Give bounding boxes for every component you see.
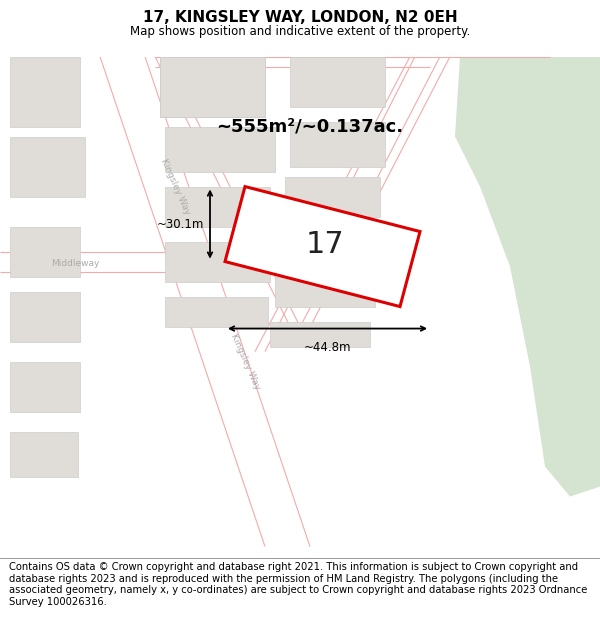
Polygon shape [100,56,310,546]
Text: ~555m²/~0.137ac.: ~555m²/~0.137ac. [217,118,404,136]
Text: Kingsley Way: Kingsley Way [158,158,191,216]
Bar [10,56,80,126]
Bar [165,241,270,281]
Text: 17: 17 [305,230,344,259]
Text: Contains OS data © Crown copyright and database right 2021. This information is : Contains OS data © Crown copyright and d… [9,562,587,607]
Text: ~30.1m: ~30.1m [157,217,204,231]
Bar [10,431,78,476]
Bar [10,291,80,341]
Bar [165,186,270,226]
Bar [160,56,265,116]
Bar [270,321,370,346]
Text: 17, KINGSLEY WAY, LONDON, N2 0EH: 17, KINGSLEY WAY, LONDON, N2 0EH [143,9,457,24]
Bar [165,296,268,326]
Bar [285,176,380,216]
Bar [275,276,375,306]
Polygon shape [0,251,195,271]
Polygon shape [225,186,420,306]
Bar [10,136,85,196]
Text: ~44.8m: ~44.8m [304,341,351,354]
Bar [280,231,378,266]
Bar [290,121,385,166]
Bar [10,361,80,411]
Bar [290,56,385,106]
Bar [160,56,265,116]
Text: Map shows position and indicative extent of the property.: Map shows position and indicative extent… [130,24,470,38]
Text: Middleway: Middleway [51,259,99,268]
Bar [165,126,275,171]
Bar [10,226,80,276]
Text: Kingsley Way: Kingsley Way [229,332,262,391]
Polygon shape [455,56,600,496]
